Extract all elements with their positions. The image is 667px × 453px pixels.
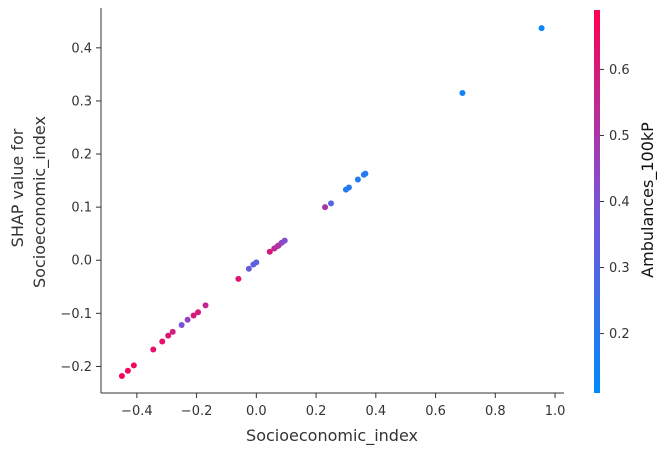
x-tick-label: 0.0 — [246, 404, 267, 419]
data-point — [266, 248, 273, 255]
data-point — [118, 373, 125, 380]
data-point — [328, 200, 335, 207]
x-tick-label: 0.6 — [425, 404, 446, 419]
x-tick-label: 0.4 — [365, 404, 386, 419]
colorbar-tick-label: 0.4 — [609, 195, 630, 210]
data-point — [130, 362, 137, 369]
x-tick-label: −0.2 — [181, 404, 213, 419]
data-point — [245, 265, 252, 272]
data-point — [362, 170, 369, 177]
data-point — [178, 322, 185, 329]
data-point — [538, 25, 545, 32]
y-axis-title: SHAP value for Socioeconomic_index — [8, 116, 50, 288]
data-point — [345, 184, 352, 191]
data-point — [159, 338, 166, 345]
colorbar-title: Ambulances_100kP — [638, 122, 658, 278]
data-point — [322, 204, 329, 211]
scatter-points — [118, 25, 545, 380]
data-point — [195, 309, 202, 316]
x-axis-title: Socioeconomic_index — [246, 426, 418, 446]
x-tick-label: 1.0 — [545, 404, 566, 419]
y-axis-title-line-2: Socioeconomic_index — [30, 116, 50, 288]
colorbar-tick-label: 0.2 — [609, 327, 630, 342]
data-point — [459, 89, 466, 96]
data-point — [354, 176, 361, 183]
data-point — [184, 316, 191, 323]
data-point — [235, 275, 242, 282]
x-tick-label: 0.2 — [306, 404, 327, 419]
data-point — [165, 332, 172, 339]
data-point — [169, 328, 176, 335]
x-tick-label: −0.4 — [121, 404, 153, 419]
y-tick-label: 0.1 — [71, 201, 92, 216]
data-point — [202, 302, 209, 309]
x-tick-label: 0.8 — [485, 404, 506, 419]
data-point — [150, 346, 157, 353]
colorbar — [594, 10, 600, 393]
colorbar-tick-label: 0.5 — [609, 129, 630, 144]
y-tick-label: 0.0 — [71, 254, 92, 269]
y-tick-label: −0.2 — [60, 360, 92, 375]
y-tick-label: 0.3 — [71, 94, 92, 109]
data-point — [281, 237, 288, 244]
colorbar-tick-label: 0.3 — [609, 261, 630, 276]
data-point — [124, 367, 131, 374]
colorbar-tick-label: 0.6 — [609, 63, 630, 78]
y-tick-label: 0.2 — [71, 148, 92, 163]
data-point — [253, 259, 260, 266]
y-tick-label: −0.1 — [60, 307, 92, 322]
data-point — [190, 312, 197, 319]
y-tick-label: 0.4 — [71, 41, 92, 56]
y-axis-title-line-1: SHAP value for — [8, 128, 27, 247]
